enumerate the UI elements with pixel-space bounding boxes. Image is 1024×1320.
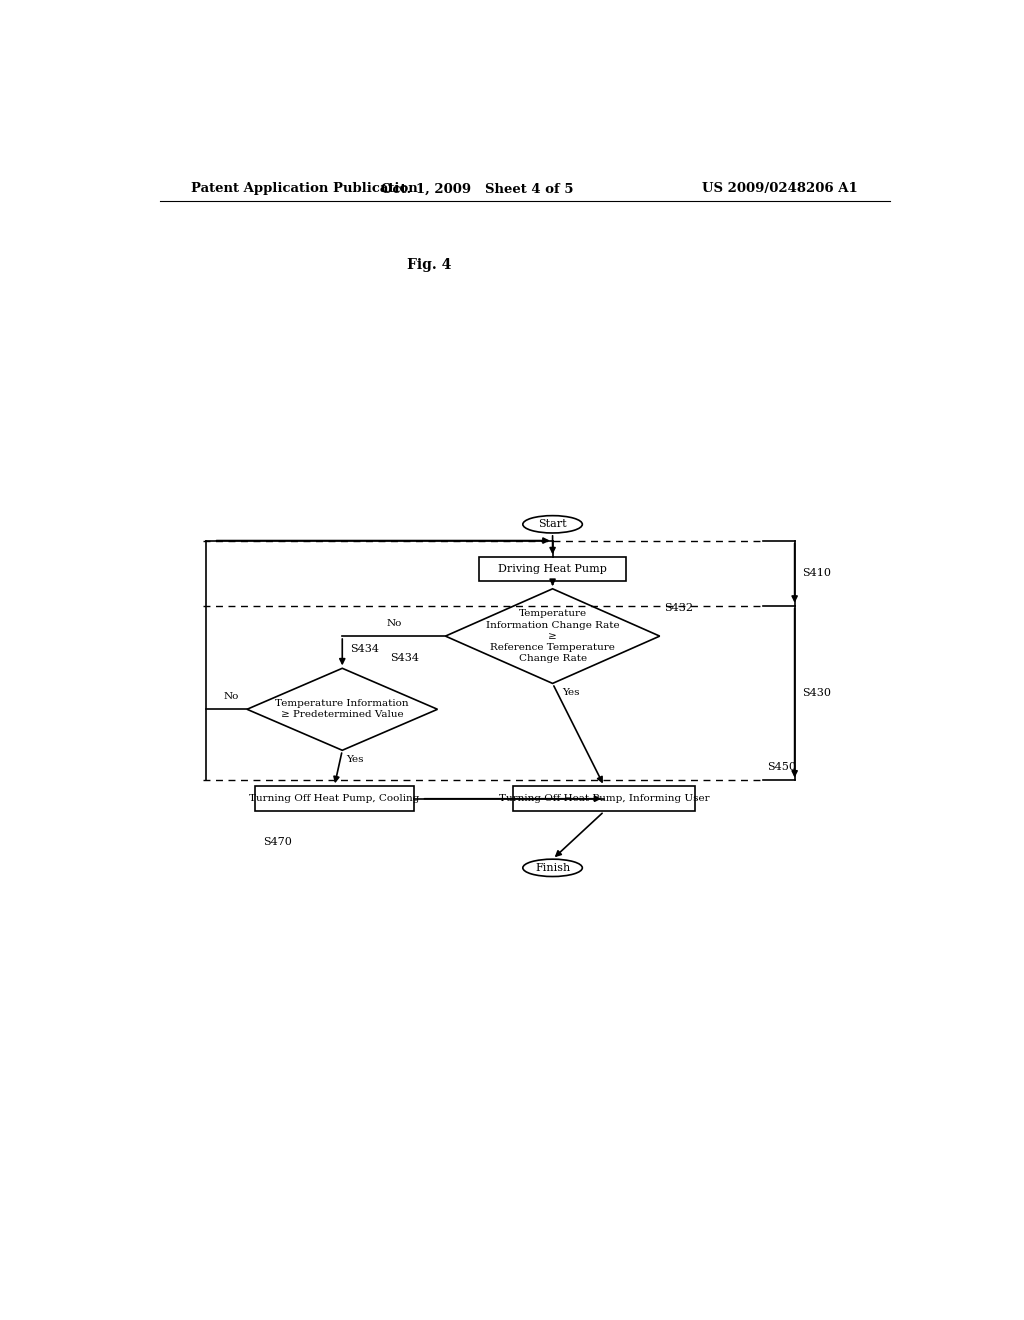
Text: Yes: Yes [562, 689, 580, 697]
Text: Temperature Information
≥ Predetermined Value: Temperature Information ≥ Predetermined … [275, 700, 409, 719]
Text: Turning Off Heat Pump, Cooling: Turning Off Heat Pump, Cooling [249, 795, 420, 804]
Text: Driving Heat Pump: Driving Heat Pump [498, 564, 607, 574]
Text: S432: S432 [664, 603, 692, 612]
Text: S434: S434 [390, 653, 419, 663]
Text: S430: S430 [803, 688, 831, 698]
Text: Fig. 4: Fig. 4 [408, 259, 452, 272]
Text: S434: S434 [350, 644, 379, 655]
Text: S470: S470 [263, 837, 292, 846]
Text: Oct. 1, 2009   Sheet 4 of 5: Oct. 1, 2009 Sheet 4 of 5 [381, 182, 573, 195]
Text: Finish: Finish [535, 863, 570, 873]
Text: No: No [386, 619, 401, 628]
Text: No: No [223, 692, 240, 701]
Text: Start: Start [539, 519, 567, 529]
Text: Temperature
Information Change Rate
≥
Reference Temperature
Change Rate: Temperature Information Change Rate ≥ Re… [485, 610, 620, 663]
Text: Patent Application Publication: Patent Application Publication [191, 182, 418, 195]
Text: S410: S410 [803, 568, 831, 578]
Text: Yes: Yes [346, 755, 364, 764]
Text: Turning Off Heat Pump, Informing User: Turning Off Heat Pump, Informing User [499, 795, 710, 804]
Text: S450: S450 [767, 763, 796, 772]
Text: US 2009/0248206 A1: US 2009/0248206 A1 [702, 182, 858, 195]
